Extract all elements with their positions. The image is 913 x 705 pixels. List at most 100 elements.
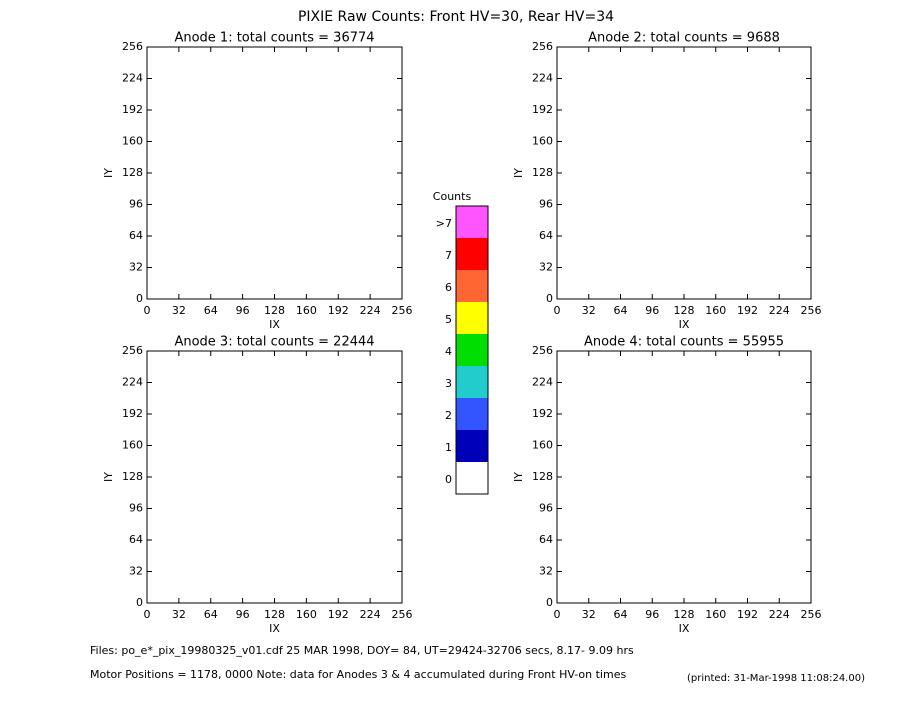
x-axis-label: IX	[679, 318, 690, 331]
colorbar-label: 7	[445, 249, 452, 262]
x-tick-label: 256	[392, 304, 413, 317]
colorbar-label: 1	[445, 441, 452, 454]
y-tick-label: 32	[539, 565, 553, 578]
y-tick-label: 224	[122, 72, 143, 85]
x-tick-label: 96	[645, 608, 659, 621]
y-tick-label: 256	[122, 40, 143, 53]
y-tick-label: 32	[539, 261, 553, 274]
x-tick-label: 128	[674, 304, 695, 317]
y-tick-label: 224	[122, 376, 143, 389]
x-tick-label: 0	[144, 304, 151, 317]
y-tick-label: 32	[129, 261, 143, 274]
x-tick-label: 192	[737, 608, 758, 621]
x-tick-label: 192	[328, 608, 349, 621]
colorbar-cell	[456, 238, 488, 270]
colorbar-label: 6	[445, 281, 452, 294]
x-tick-label: 256	[801, 608, 822, 621]
panel-title: Anode 4: total counts = 55955	[584, 335, 784, 350]
x-tick-label: 64	[614, 608, 628, 621]
x-tick-label: 32	[582, 608, 596, 621]
y-tick-label: 160	[122, 439, 143, 452]
x-tick-label: 64	[204, 304, 218, 317]
y-axis-label: IY	[512, 472, 525, 482]
page-title: PIXIE Raw Counts: Front HV=30, Rear HV=3…	[298, 9, 614, 25]
y-tick-label: 256	[532, 344, 553, 357]
colorbar-cell	[456, 398, 488, 430]
y-tick-label: 64	[129, 533, 143, 546]
x-tick-label: 128	[264, 608, 285, 621]
x-tick-label: 0	[144, 608, 151, 621]
y-tick-label: 160	[122, 135, 143, 148]
y-tick-label: 0	[546, 292, 553, 305]
y-axis-label: IY	[512, 168, 525, 178]
x-tick-label: 128	[674, 608, 695, 621]
colorbar-label: 3	[445, 377, 452, 390]
y-axis-label: IY	[102, 472, 115, 482]
x-tick-label: 32	[172, 608, 186, 621]
footer-printed: (printed: 31-Mar-1998 11:08:24.00)	[687, 673, 865, 684]
y-tick-label: 128	[122, 166, 143, 179]
x-tick-label: 224	[769, 304, 790, 317]
x-tick-label: 64	[204, 608, 218, 621]
colorbar-cell	[456, 334, 488, 366]
y-tick-label: 96	[129, 502, 143, 515]
colorbar-label: >7	[436, 217, 452, 230]
y-tick-label: 224	[532, 72, 553, 85]
colorbar-label: 5	[445, 313, 452, 326]
x-tick-label: 0	[554, 608, 561, 621]
x-tick-label: 224	[360, 608, 381, 621]
y-tick-label: 64	[129, 229, 143, 242]
colorbar-label: 2	[445, 409, 452, 422]
colorbar-cell	[456, 430, 488, 462]
colorbar-cell	[456, 206, 488, 238]
colorbar-label: 0	[445, 473, 452, 486]
y-tick-label: 96	[129, 198, 143, 211]
x-axis-label: IX	[269, 318, 280, 331]
x-tick-label: 160	[296, 304, 317, 317]
y-tick-label: 192	[122, 103, 143, 116]
colorbar-frame	[455, 205, 489, 495]
colorbar-cell	[456, 366, 488, 398]
x-tick-label: 64	[614, 304, 628, 317]
x-tick-label: 128	[264, 304, 285, 317]
y-tick-label: 224	[532, 376, 553, 389]
y-tick-label: 128	[532, 166, 553, 179]
colorbar-cell	[456, 302, 488, 334]
panel-title: Anode 1: total counts = 36774	[174, 31, 374, 46]
x-tick-label: 96	[645, 304, 659, 317]
x-tick-label: 32	[172, 304, 186, 317]
x-tick-label: 96	[236, 304, 250, 317]
y-tick-label: 128	[122, 470, 143, 483]
y-tick-label: 160	[532, 439, 553, 452]
x-tick-label: 160	[296, 608, 317, 621]
x-tick-label: 160	[705, 304, 726, 317]
y-tick-label: 96	[539, 198, 553, 211]
y-tick-label: 128	[532, 470, 553, 483]
y-tick-label: 192	[532, 103, 553, 116]
y-axis-label: IY	[102, 168, 115, 178]
x-tick-label: 192	[328, 304, 349, 317]
x-axis-label: IX	[269, 622, 280, 635]
y-tick-label: 160	[532, 135, 553, 148]
colorbar-label: 4	[445, 345, 452, 358]
y-tick-label: 32	[129, 565, 143, 578]
x-tick-label: 32	[582, 304, 596, 317]
footer-files: Files: po_e*_pix_19980325_v01.cdf 25 MAR…	[90, 644, 634, 657]
x-tick-label: 0	[554, 304, 561, 317]
x-tick-label: 256	[801, 304, 822, 317]
y-tick-label: 192	[122, 407, 143, 420]
y-tick-label: 96	[539, 502, 553, 515]
y-tick-label: 0	[136, 292, 143, 305]
footer-motor: Motor Positions = 1178, 0000 Note: data …	[90, 668, 626, 681]
x-tick-label: 192	[737, 304, 758, 317]
x-tick-label: 224	[769, 608, 790, 621]
plot-area	[556, 350, 812, 604]
y-tick-label: 192	[532, 407, 553, 420]
plot-area	[556, 46, 812, 300]
colorbar-cell	[456, 462, 488, 494]
plot-area	[146, 350, 403, 604]
panel-title: Anode 2: total counts = 9688	[588, 31, 780, 46]
y-tick-label: 0	[546, 596, 553, 609]
y-tick-label: 64	[539, 533, 553, 546]
panel-title: Anode 3: total counts = 22444	[174, 335, 374, 350]
